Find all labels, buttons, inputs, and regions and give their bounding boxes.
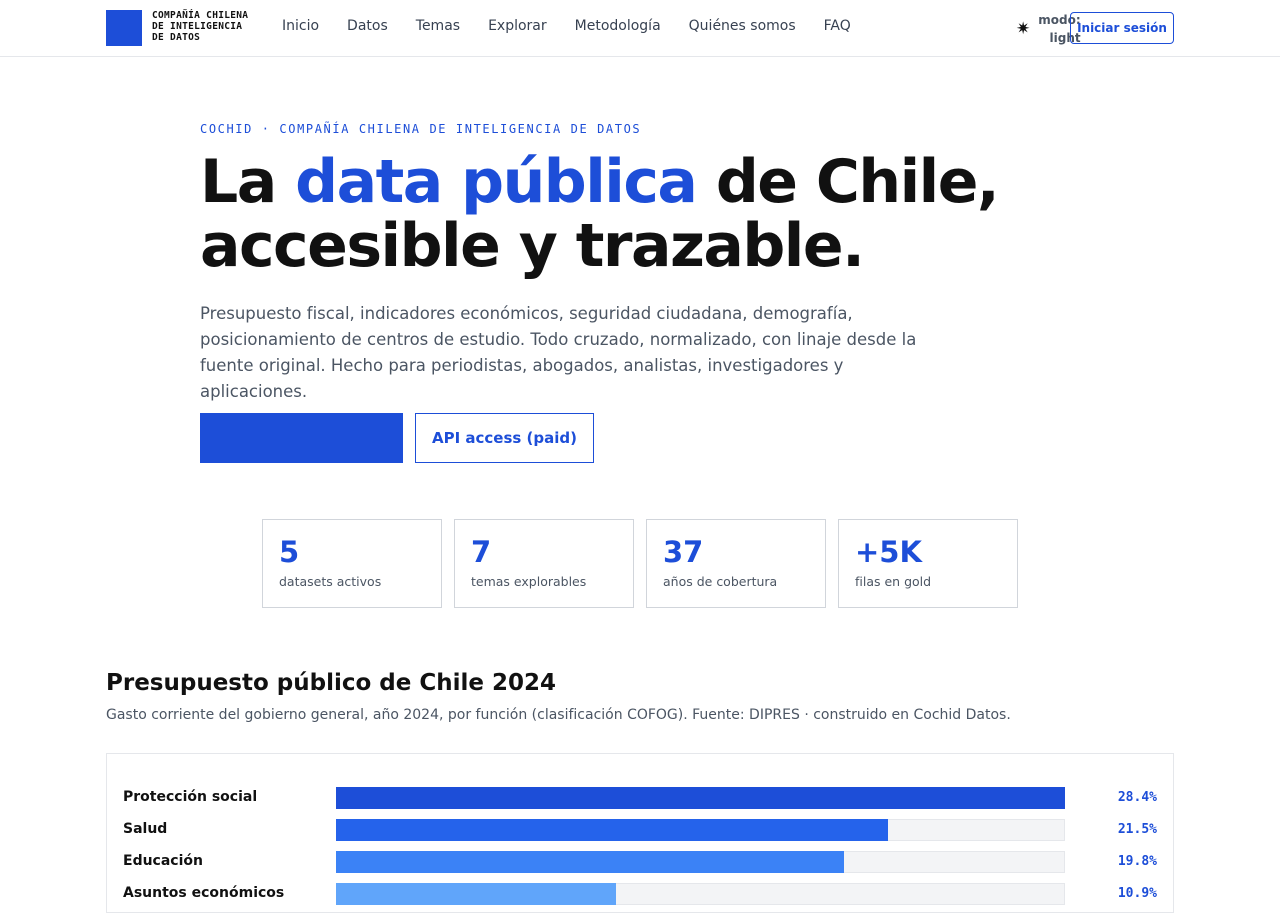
bar-row: Protección social 28.4%: [107, 787, 1173, 809]
stat-value: +5K: [855, 535, 922, 569]
login-button[interactable]: Iniciar sesión: [1070, 12, 1174, 44]
logo-mark[interactable]: [106, 10, 142, 46]
hero-title: La data pública de Chile, accesible y tra…: [200, 150, 1100, 278]
logo-text[interactable]: COMPAÑÍA CHILENA DE INTELIGENCIA DE DATO…: [152, 10, 248, 43]
nav-link[interactable]: Datos: [347, 18, 388, 34]
bar-value-label: 10.9%: [1117, 886, 1157, 901]
stat-card: 5 datasets activos: [262, 519, 442, 608]
stat-label: datasets activos: [279, 574, 382, 589]
stat-value: 5: [279, 535, 300, 569]
bar: [336, 819, 888, 841]
bar-value-label: 28.4%: [1117, 790, 1157, 805]
stat-label: filas en gold: [855, 574, 932, 589]
stats: 5 datasets activos 7 temas explorables 37 año…: [262, 519, 1018, 608]
bar-value-label: 21.5%: [1117, 822, 1157, 837]
chart: Protección social 28.4% Salud 21.5% Educació…: [106, 753, 1174, 913]
bar-label: Salud: [123, 821, 168, 837]
bar-value-label: 19.8%: [1117, 854, 1157, 869]
chart-title: Presupuesto público de Chile 2024: [106, 670, 557, 696]
logo-line: DE INTELIGENCIA: [152, 21, 243, 32]
stat-label: temas explorables: [471, 574, 587, 589]
stat-card: +5K filas en gold: [838, 519, 1018, 608]
stat-value: 37: [663, 535, 704, 569]
bar-label: Educación: [123, 853, 203, 869]
theme-icon: ✷: [1016, 19, 1031, 39]
bar: [336, 883, 616, 905]
stat-card: 37 años de cobertura: [646, 519, 826, 608]
nav-link[interactable]: Explorar: [488, 18, 547, 34]
nav-link[interactable]: Metodología: [574, 18, 661, 34]
chart-subtitle: Gasto corriente del gobierno general, añ…: [106, 707, 1011, 723]
hero-lead: Presupuesto fiscal, indicadores económic…: [200, 304, 917, 401]
title-part: accesible y trazable.: [200, 211, 865, 281]
nav-link[interactable]: Quiénes somos: [688, 18, 796, 34]
logo-line: COMPAÑÍA CHILENA: [152, 10, 249, 21]
header: COMPAÑÍA CHILENA DE INTELIGENCIA DE DATO…: [0, 0, 1280, 57]
bar-label: Asuntos económicos: [123, 885, 285, 901]
bar-row: Educación 19.8%: [107, 851, 1173, 873]
title-part: La: [200, 147, 277, 217]
stat-label: años de cobertura: [663, 574, 778, 589]
nav-link[interactable]: FAQ: [823, 18, 851, 34]
secondary-button[interactable]: API access (paid): [415, 413, 594, 463]
bar: [336, 851, 845, 873]
nav-link[interactable]: Temas: [415, 18, 461, 34]
stat-card: 7 temas explorables: [454, 519, 634, 608]
eyebrow: COCHID · COMPAÑÍA CHILENA DE INTELIGENCI…: [200, 122, 642, 136]
bar-row: Salud 21.5%: [107, 819, 1173, 841]
primary-button[interactable]: [200, 413, 403, 463]
title-highlight: data pública: [295, 147, 698, 217]
bar: [336, 787, 1065, 809]
stat-value: 7: [471, 535, 492, 569]
nav: Inicio Datos Temas Explorar Metodología Quién…: [282, 18, 851, 34]
logo-line: DE DATOS: [152, 32, 201, 43]
title-part: de Chile,: [715, 147, 1000, 217]
bar-label: Protección social: [123, 789, 258, 805]
bar-row: Asuntos económicos 10.9%: [107, 883, 1173, 905]
nav-link[interactable]: Inicio: [282, 18, 320, 34]
